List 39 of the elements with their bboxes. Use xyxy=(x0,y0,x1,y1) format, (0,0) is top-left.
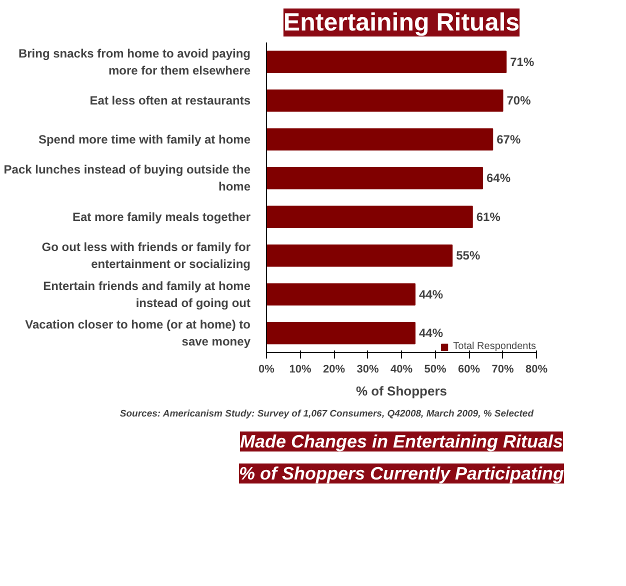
x-axis-title: % of Shoppers xyxy=(356,384,448,398)
legend-label: Total Respondents xyxy=(453,341,536,352)
x-tick-label: 0% xyxy=(258,364,275,376)
bar xyxy=(266,244,453,267)
text: Made Changes in Entertaining Rituals xyxy=(240,432,564,452)
x-tick-label: 20% xyxy=(322,364,346,376)
x-tick-label: 70% xyxy=(492,364,514,376)
data-label: 64% xyxy=(486,171,511,186)
data-label: 55% xyxy=(456,248,480,263)
data-label: 44% xyxy=(419,287,444,302)
x-tick-label: 30% xyxy=(356,364,379,376)
y-tick-label: Spend more time with family at home xyxy=(38,132,251,146)
x-tick-label: 40% xyxy=(390,364,413,376)
y-tick-label: Eat more family meals together xyxy=(72,210,251,224)
bar xyxy=(266,166,483,190)
text: % of Shoppers Currently Participating xyxy=(238,464,564,484)
y-tick-label: Vacation closer to home (or at home) to save money xyxy=(25,318,251,349)
x-tick-label: 10% xyxy=(289,364,312,376)
data-label: 70% xyxy=(506,94,532,108)
bar xyxy=(266,206,473,228)
bar xyxy=(266,89,504,112)
y-tick-label: Eat less often at restaurants xyxy=(90,94,251,108)
x-tick-label: 80% xyxy=(525,364,548,376)
x-tick-label: 50% xyxy=(424,364,446,376)
data-label: 67% xyxy=(496,132,521,146)
bar xyxy=(266,283,416,306)
data-label: 71% xyxy=(510,54,534,69)
chart-title: Entertaining Rituals xyxy=(283,8,520,36)
bar xyxy=(266,50,507,74)
y-tick-label: Go out less with friends or family for entertainment or socializing xyxy=(42,240,251,272)
y-tick-label: Pack lunches instead of buying outside the home xyxy=(4,162,251,194)
bar xyxy=(266,128,494,151)
y-tick-label: Bring snacks from home to avoid paying more for them elsewhere xyxy=(18,46,251,78)
x-tick-label: 60% xyxy=(458,364,480,376)
bar xyxy=(266,322,416,344)
data-label: 44% xyxy=(419,326,444,340)
data-label: 61% xyxy=(476,210,501,224)
source-note: Sources: Americanism Study: Survey of 1,067 Consumers, Q42008, March 2009, % Selected xyxy=(120,408,534,420)
y-tick-label: Entertain friends and family at home instead of going out xyxy=(43,278,251,310)
